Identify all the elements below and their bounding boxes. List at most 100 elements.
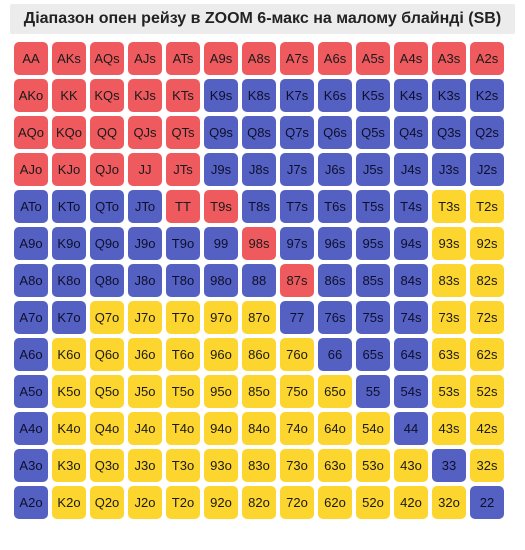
hand-cell: 42o [394,486,428,519]
hand-cell: 98s [242,227,276,260]
hand-cell: A3s [432,42,466,75]
hand-cell: 73s [432,301,466,334]
hand-cell: 92s [470,227,504,260]
hand-cell: T9o [166,227,200,260]
hand-cell: AQo [14,116,48,149]
hand-cell: 94o [204,412,238,445]
hand-cell: A7s [280,42,314,75]
hand-cell: 75o [280,375,314,408]
hand-cell: 52s [470,375,504,408]
hand-cell: A9o [14,227,48,260]
hand-cell: 87s [280,264,314,297]
hand-cell: 92o [204,486,238,519]
hand-cell: Q7o [90,301,124,334]
hand-cell: T3o [166,449,200,482]
hand-cell: 95o [204,375,238,408]
hand-cell: J5s [356,153,390,186]
hand-cell: 53o [356,449,390,482]
hand-cell: 95s [356,227,390,260]
hand-cell: ATo [14,190,48,223]
hand-cell: K4o [52,412,86,445]
hand-cell: 66 [318,338,352,371]
hand-cell: 33 [432,449,466,482]
hand-cell: 72s [470,301,504,334]
hand-cell: KTo [52,190,86,223]
hand-cell: Q9o [90,227,124,260]
hand-cell: Q5o [90,375,124,408]
hand-cell: J8o [128,264,162,297]
hand-cell: J8s [242,153,276,186]
hand-cell: J4o [128,412,162,445]
hand-cell: A6o [14,338,48,371]
hand-cell: A4o [14,412,48,445]
hand-cell: J3s [432,153,466,186]
hand-cell: A8o [14,264,48,297]
hand-cell: Q6s [318,116,352,149]
hand-cell: T7s [280,190,314,223]
hand-cell: 85o [242,375,276,408]
hand-cell: K7s [280,79,314,112]
hand-cell: 42s [470,412,504,445]
hand-cell: K6s [318,79,352,112]
hand-cell: T3s [432,190,466,223]
hand-cell: 77 [280,301,314,334]
hand-cell: 97o [204,301,238,334]
hand-cell: T7o [166,301,200,334]
hand-cell: J6s [318,153,352,186]
hand-cell: KQs [90,79,124,112]
hand-cell: KK [52,79,86,112]
hand-cell: QTo [90,190,124,223]
hand-cell: ATs [166,42,200,75]
hand-cell: Q2o [90,486,124,519]
hand-cell: T6s [318,190,352,223]
hand-cell: Q9s [204,116,238,149]
hand-cell: T4s [394,190,428,223]
hand-cell: A3o [14,449,48,482]
hand-cell: K8s [242,79,276,112]
hand-cell: AQs [90,42,124,75]
hand-cell: Q6o [90,338,124,371]
hand-cell: 96s [318,227,352,260]
hand-cell: J7s [280,153,314,186]
hand-cell: K7o [52,301,86,334]
hand-cell: JJ [128,153,162,186]
hand-cell: KTs [166,79,200,112]
hand-cell: 99 [204,227,238,260]
hand-cell: A6s [318,42,352,75]
hand-cell: AKs [52,42,86,75]
hand-cell: 63s [432,338,466,371]
hand-cell: 22 [470,486,504,519]
hand-cell: Q8s [242,116,276,149]
hand-cell: 87o [242,301,276,334]
hand-cell: 64s [394,338,428,371]
hand-cell: 93s [432,227,466,260]
hand-cell: QTs [166,116,200,149]
hand-cell: QQ [90,116,124,149]
hand-cell: 55 [356,375,390,408]
hand-cell: AJs [128,42,162,75]
hand-cell: 74o [280,412,314,445]
hand-cell: AKo [14,79,48,112]
hand-cell: 86o [242,338,276,371]
hand-cell: Q5s [356,116,390,149]
hand-cell: K5o [52,375,86,408]
hand-cell: 96o [204,338,238,371]
hand-cell: TT [166,190,200,223]
hand-cell: T6o [166,338,200,371]
hand-cell: KQo [52,116,86,149]
hand-cell: T8s [242,190,276,223]
hand-cell: A2s [470,42,504,75]
hand-cell: K4s [394,79,428,112]
hand-cell: 54o [356,412,390,445]
hand-cell: 98o [204,264,238,297]
hand-cell: J4s [394,153,428,186]
hand-cell: 86s [318,264,352,297]
hand-cell: 72o [280,486,314,519]
hand-cell: J9s [204,153,238,186]
hand-cell: K3s [432,79,466,112]
hand-cell: J9o [128,227,162,260]
hand-cell: A7o [14,301,48,334]
hand-cell: 63o [318,449,352,482]
hand-cell: J6o [128,338,162,371]
hand-cell: 82o [242,486,276,519]
